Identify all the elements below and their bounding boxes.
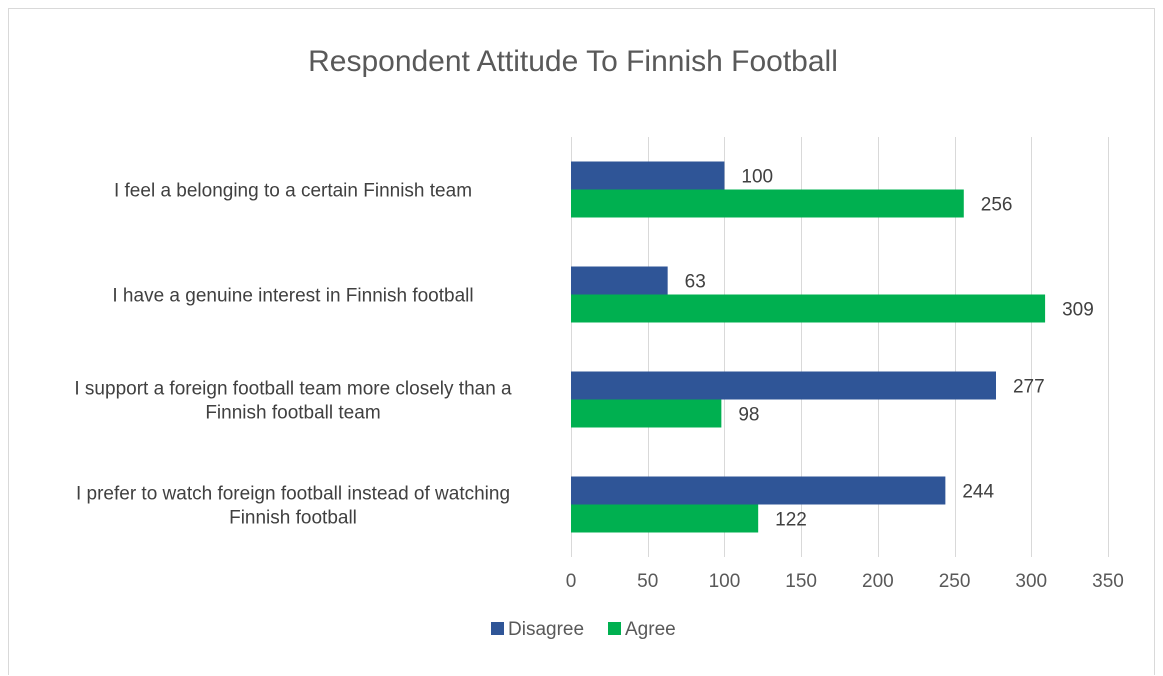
x-tick-label: 50 <box>637 571 658 592</box>
x-tick-label: 150 <box>785 571 817 592</box>
data-label: 277 <box>1013 377 1045 398</box>
x-tick-label: 300 <box>1015 571 1047 592</box>
bars-layer <box>571 161 1046 533</box>
data-label: 244 <box>962 482 994 503</box>
chart-frame: Respondent Attitude To Finnish Football … <box>8 8 1155 675</box>
legend-label: Agree <box>625 619 676 640</box>
legend-label: Disagree <box>508 619 584 640</box>
bar-chart: Respondent Attitude To Finnish Football … <box>74 45 1123 640</box>
legend-swatch <box>491 622 504 635</box>
category-label-line: I have a genuine interest in Finnish foo… <box>112 286 473 307</box>
bar-disagree <box>571 476 946 505</box>
category-label-line: Finnish football <box>229 508 357 529</box>
category-label: I have a genuine interest in Finnish foo… <box>112 286 473 307</box>
data-label: 256 <box>981 195 1013 216</box>
x-tick-label: 250 <box>939 571 971 592</box>
bar-agree <box>571 504 759 533</box>
data-label: 122 <box>775 510 807 531</box>
bar-agree <box>571 294 1046 323</box>
category-label-line: I support a foreign football team more c… <box>74 379 512 400</box>
bar-agree <box>571 399 722 428</box>
category-label: I support a foreign football team more c… <box>74 379 512 424</box>
x-tick-label: 100 <box>709 571 741 592</box>
x-tick-label: 200 <box>862 571 894 592</box>
data-label: 100 <box>741 167 773 188</box>
legend: Disagree Agree <box>491 619 676 640</box>
labels-layer: 0 50 100 150 200 250 300 350 I feel a belonging … <box>74 167 1123 593</box>
chart-title: Respondent Attitude To Finnish Football <box>308 45 838 78</box>
bar-disagree <box>571 161 725 190</box>
category-label: I prefer to watch foreign football inste… <box>76 484 510 529</box>
data-label: 309 <box>1062 300 1094 321</box>
legend-swatch <box>608 622 621 635</box>
category-label-line: I feel a belonging to a certain Finnish … <box>114 181 472 202</box>
data-label: 63 <box>685 272 706 293</box>
x-tick-label: 350 <box>1092 571 1124 592</box>
data-label: 98 <box>738 405 759 426</box>
x-tick-label: 0 <box>566 571 577 592</box>
bar-disagree <box>571 266 668 295</box>
bar-agree <box>571 189 964 218</box>
category-label-line: Finnish football team <box>205 403 380 424</box>
category-label: I feel a belonging to a certain Finnish … <box>114 181 472 202</box>
category-label-line: I prefer to watch foreign football inste… <box>76 484 510 505</box>
bar-disagree <box>571 371 996 400</box>
